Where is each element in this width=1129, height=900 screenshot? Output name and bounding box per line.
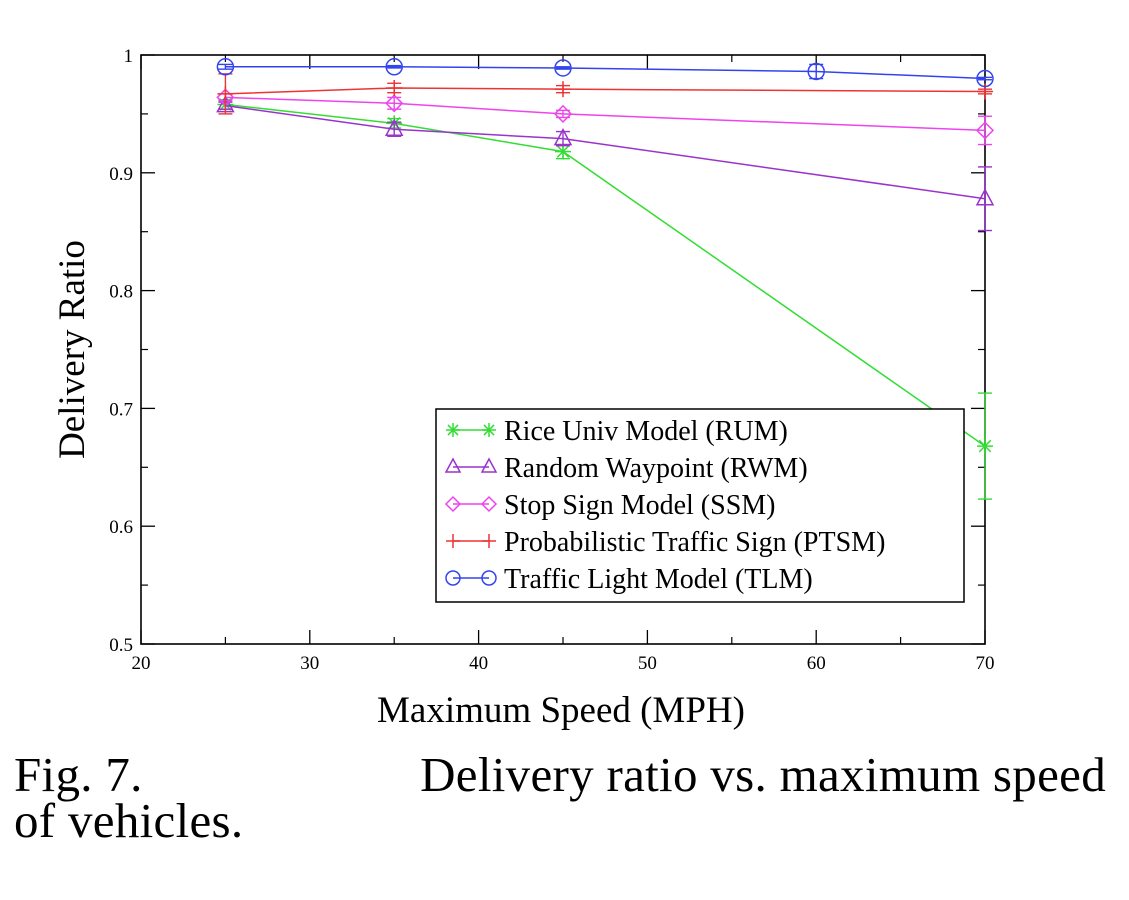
data-point	[976, 69, 994, 88]
x-tick-label: 30	[300, 653, 319, 674]
legend-marker-left	[445, 570, 461, 586]
legend-marker-left	[444, 457, 462, 473]
legend: Rice Univ Model (RUM) Random Waypoint (RW…	[435, 408, 965, 603]
error-bar	[218, 63, 233, 70]
series-line	[225, 87, 986, 95]
caption-label: Fig. 7.	[14, 747, 143, 802]
legend-marker-left	[446, 534, 460, 548]
data-point	[385, 94, 404, 113]
y-tick-label: 0.9	[109, 164, 133, 185]
caption-text-line1: Delivery ratio vs. maximum speed	[420, 747, 1106, 802]
series-4	[216, 58, 994, 88]
y-axis-label: Delivery Ratio	[52, 240, 93, 459]
legend-marker-right	[480, 495, 498, 513]
series-line	[225, 104, 986, 200]
legend-marker-right	[481, 570, 497, 586]
legend-label: Rice Univ Model (RUM)	[504, 416, 788, 447]
x-tick-label: 50	[638, 653, 657, 674]
marker-shape	[553, 128, 573, 146]
legend-item: Traffic Light Model (TLM)	[445, 564, 813, 595]
x-tick-label: 40	[469, 653, 488, 674]
caption-text-line2: of vehicles.	[14, 793, 244, 848]
marker-shape	[480, 457, 498, 473]
legend-marker-right	[480, 457, 498, 473]
marker-shape	[481, 570, 497, 586]
figure-caption: Fig. 7. Delivery ratio vs. maximum speed…	[14, 747, 1106, 848]
error-bar	[387, 64, 402, 69]
data-point	[386, 79, 403, 96]
marker-shape	[480, 495, 498, 513]
marker-shape	[445, 570, 461, 586]
marker-shape	[978, 439, 992, 453]
marker-shape	[975, 121, 995, 140]
marker-shape	[385, 94, 404, 113]
data-point	[975, 121, 995, 140]
series-line	[225, 96, 986, 132]
marker-shape	[553, 104, 573, 123]
series-line	[225, 66, 986, 80]
marker-shape	[385, 58, 403, 76]
y-tick-label: 1	[124, 46, 134, 67]
data-point	[555, 81, 571, 98]
data-point	[977, 438, 993, 455]
legend-item: Random Waypoint (RWM)	[444, 453, 808, 484]
legend-label: Random Waypoint (RWM)	[504, 453, 808, 484]
data-point	[217, 85, 234, 102]
legend-marker-right	[482, 423, 496, 437]
error-bar	[978, 76, 992, 81]
series-line	[225, 103, 986, 447]
marker-shape	[483, 424, 495, 436]
data-point	[807, 62, 825, 81]
legend-label: Traffic Light Model (TLM)	[504, 564, 813, 595]
legend-label: Stop Sign Model (SSM)	[504, 490, 776, 521]
y-tick-label: 0.6	[109, 517, 133, 538]
x-tick-label: 20	[132, 653, 151, 674]
legend-marker-left	[446, 423, 460, 437]
marker-shape	[447, 424, 459, 436]
legend-box	[435, 408, 965, 603]
marker-shape	[976, 69, 994, 88]
legend-marker-right	[482, 534, 496, 548]
y-tick-label: 0.7	[109, 399, 133, 420]
data-point	[216, 58, 235, 76]
marker-shape	[216, 58, 235, 76]
y-tick-label: 0.8	[109, 282, 133, 303]
legend-item: Probabilistic Traffic Sign (PTSM)	[446, 527, 885, 558]
data-point	[553, 104, 573, 123]
legend-item: Rice Univ Model (RUM)	[446, 416, 788, 447]
series-3	[217, 73, 993, 115]
x-tick-label: 70	[976, 653, 995, 674]
marker-shape	[444, 457, 462, 473]
error-bar	[978, 166, 992, 232]
data-point	[554, 59, 572, 77]
error-bar	[387, 96, 402, 110]
data-point	[385, 58, 403, 76]
marker-shape	[554, 59, 572, 77]
marker-shape	[975, 188, 995, 206]
marker-shape	[384, 118, 404, 136]
legend-label: Probabilistic Traffic Sign (PTSM)	[504, 527, 885, 558]
x-tick-label: 60	[807, 653, 826, 674]
legend-item: Stop Sign Model (SSM)	[444, 490, 776, 521]
series-layer	[216, 58, 995, 500]
plot-area: 20 30 40 50 60 70 0.5 0.6 0.7 0.8 0.9 1 Maximum Spee…	[52, 46, 995, 731]
x-axis-label: Maximum Speed (MPH)	[377, 690, 745, 731]
data-point	[553, 128, 573, 146]
delivery-ratio-chart: 20 30 40 50 60 70 0.5 0.6 0.7 0.8 0.9 1 Maximum Spee…	[52, 46, 995, 731]
data-point	[384, 118, 404, 136]
error-bar	[556, 66, 570, 70]
data-point	[975, 188, 995, 206]
legend-marker-left	[444, 495, 462, 513]
error-bar	[556, 130, 570, 147]
marker-shape	[556, 145, 570, 158]
error-bar	[978, 115, 992, 146]
error-bar	[387, 121, 402, 137]
marker-shape	[444, 495, 462, 513]
marker-shape	[807, 62, 825, 81]
y-tick-label: 0.5	[109, 635, 133, 656]
